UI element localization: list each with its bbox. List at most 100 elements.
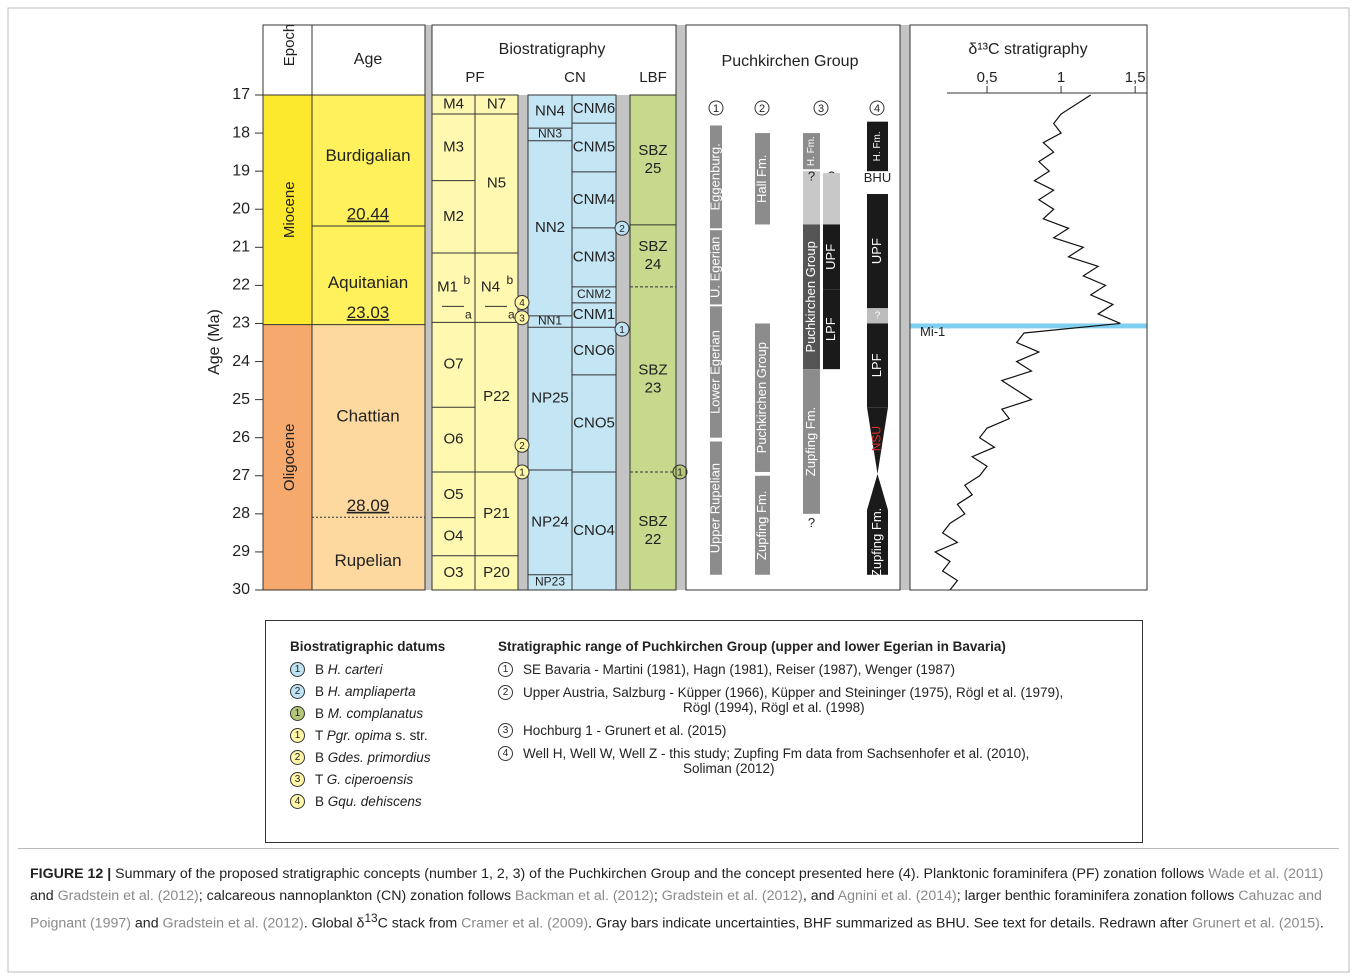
y-tick-label: 29: [232, 543, 250, 560]
datum-number: 1: [677, 468, 683, 479]
zone-label: CNO5: [573, 414, 615, 431]
boundary-label: 20.44: [347, 204, 390, 223]
caption-text: . Gray bars indicate uncertainties, BHF …: [588, 915, 1193, 932]
datum-taxon: Gqu. dehiscens: [327, 794, 422, 809]
datum-text: B M. complanatus: [315, 706, 423, 721]
zone-label: NN2: [535, 219, 565, 236]
reference-link[interactable]: Cahuzac and Poignant (1997): [30, 888, 1322, 932]
range-text: Upper Austria, Salzburg - Küpper (1966),…: [523, 685, 1063, 715]
caption-text: 13: [364, 911, 378, 925]
zone-label: O6: [443, 431, 463, 448]
datum-marker: [614, 220, 630, 236]
age-header: Age: [354, 51, 383, 68]
reference-link[interactable]: Backman et al. (2012): [515, 888, 654, 904]
reference-link[interactable]: Agnini et al. (2014): [837, 888, 957, 904]
datum-type: B: [315, 706, 325, 721]
zone-label: NP24: [531, 513, 569, 530]
range-bar: [823, 224, 840, 290]
datum-number: 3: [519, 313, 525, 324]
event-label: Mi-1: [920, 324, 945, 339]
y-tick-label: 25: [232, 391, 250, 408]
reference-link[interactable]: Gradstein et al. (2012): [661, 888, 803, 904]
datum-number: 1: [619, 325, 625, 336]
frame: [909, 24, 1148, 591]
zone-label: M1: [437, 279, 458, 296]
zone-label: N4: [481, 279, 500, 296]
reference-link[interactable]: Cramer et al. (2009): [461, 915, 589, 932]
range-label: H. Fm.: [872, 131, 883, 161]
range-label: Hall Fm.: [754, 155, 769, 203]
caption-text: .: [1319, 915, 1324, 932]
range-line: Upper Austria, Salzburg - Küpper (1966),…: [523, 685, 1064, 700]
range-bar: [710, 230, 722, 305]
range-label: Zupfing Fm.: [803, 407, 818, 476]
range-entry: 1 SE Bavaria - Martini (1981), Hagn (1981…: [498, 662, 1128, 677]
column-number: 2: [759, 103, 765, 115]
zone-label: M2: [443, 208, 464, 225]
caption-text: and: [130, 915, 163, 932]
y-tick-label: 20: [232, 200, 250, 217]
epoch-label: Oligocene: [281, 424, 298, 492]
y-tick-label: 22: [232, 277, 250, 294]
range-line: Well H, Well W, Well Z - this study; Zup…: [523, 746, 1030, 761]
range-label: LPF: [869, 353, 884, 377]
zone-sublabel: b: [507, 273, 514, 287]
range-label: Lower Egerian: [707, 330, 722, 414]
frames: [262, 24, 1148, 591]
datum-number: 2: [519, 441, 525, 452]
zone: [528, 128, 572, 141]
caption-text: , and: [802, 888, 838, 904]
datum-symbol: 3: [290, 772, 305, 787]
zone: [528, 140, 572, 316]
stage-label: Chattian: [336, 406, 399, 425]
zone: [528, 327, 572, 471]
range-bar: [755, 323, 770, 472]
datum-entry: 3 T G. ciperoensis: [290, 772, 490, 794]
y-tick-label: 19: [232, 162, 250, 179]
zone-label: O4: [443, 528, 463, 545]
range-bar: [803, 224, 820, 370]
y-tick-label: 17: [232, 86, 250, 103]
zone: [572, 327, 616, 375]
zone: [572, 123, 616, 172]
separator: [900, 25, 910, 590]
zone: [572, 227, 616, 287]
zone: [528, 470, 572, 575]
column-header: LBF: [639, 69, 667, 86]
range-line: Rögl (1994), Rögl et al. (1998): [683, 700, 865, 715]
x-tick-label: 0,5: [977, 69, 998, 86]
reference-link[interactable]: Gradstein et al. (2012): [57, 888, 199, 904]
datum-text: T G. ciperoensis: [315, 772, 413, 787]
zone-label: NN3: [538, 127, 562, 141]
datum-taxon: M. complanatus: [327, 706, 424, 721]
range-entry: 3 Hochburg 1 - Grunert et al. (2015): [498, 723, 1128, 738]
range-bar: [710, 441, 722, 575]
zone-label: 24: [645, 256, 662, 273]
range-bar: [867, 510, 888, 575]
zone-label: NP25: [531, 390, 569, 407]
datum-marker: [514, 437, 530, 453]
zone: [432, 555, 475, 590]
range-line: Soliman (2012): [683, 761, 775, 776]
reference-link[interactable]: Gradstein et al. (2012): [162, 915, 304, 932]
stage: [312, 225, 425, 325]
range-bar: [867, 323, 888, 408]
range-text: Well H, Well W, Well Z - this study; Zup…: [523, 746, 1029, 776]
reference-link[interactable]: Wade et al. (2011): [1208, 866, 1324, 882]
figure-frame: [7, 7, 1350, 973]
datum-type: T: [315, 772, 324, 787]
zone-label: P20: [483, 564, 510, 581]
range-label: ?: [875, 310, 881, 321]
caption-box: FIGURE 12 | Summary of the proposed stra…: [18, 848, 1339, 969]
unconformity-label: NSU: [870, 426, 884, 451]
column-number-circle: [813, 100, 829, 116]
range-label: Zupfing Fm.: [754, 491, 769, 560]
reference-link[interactable]: Grunert et al. (2015): [1192, 915, 1320, 932]
column-number: 4: [874, 103, 880, 115]
range-bar: [823, 289, 840, 370]
